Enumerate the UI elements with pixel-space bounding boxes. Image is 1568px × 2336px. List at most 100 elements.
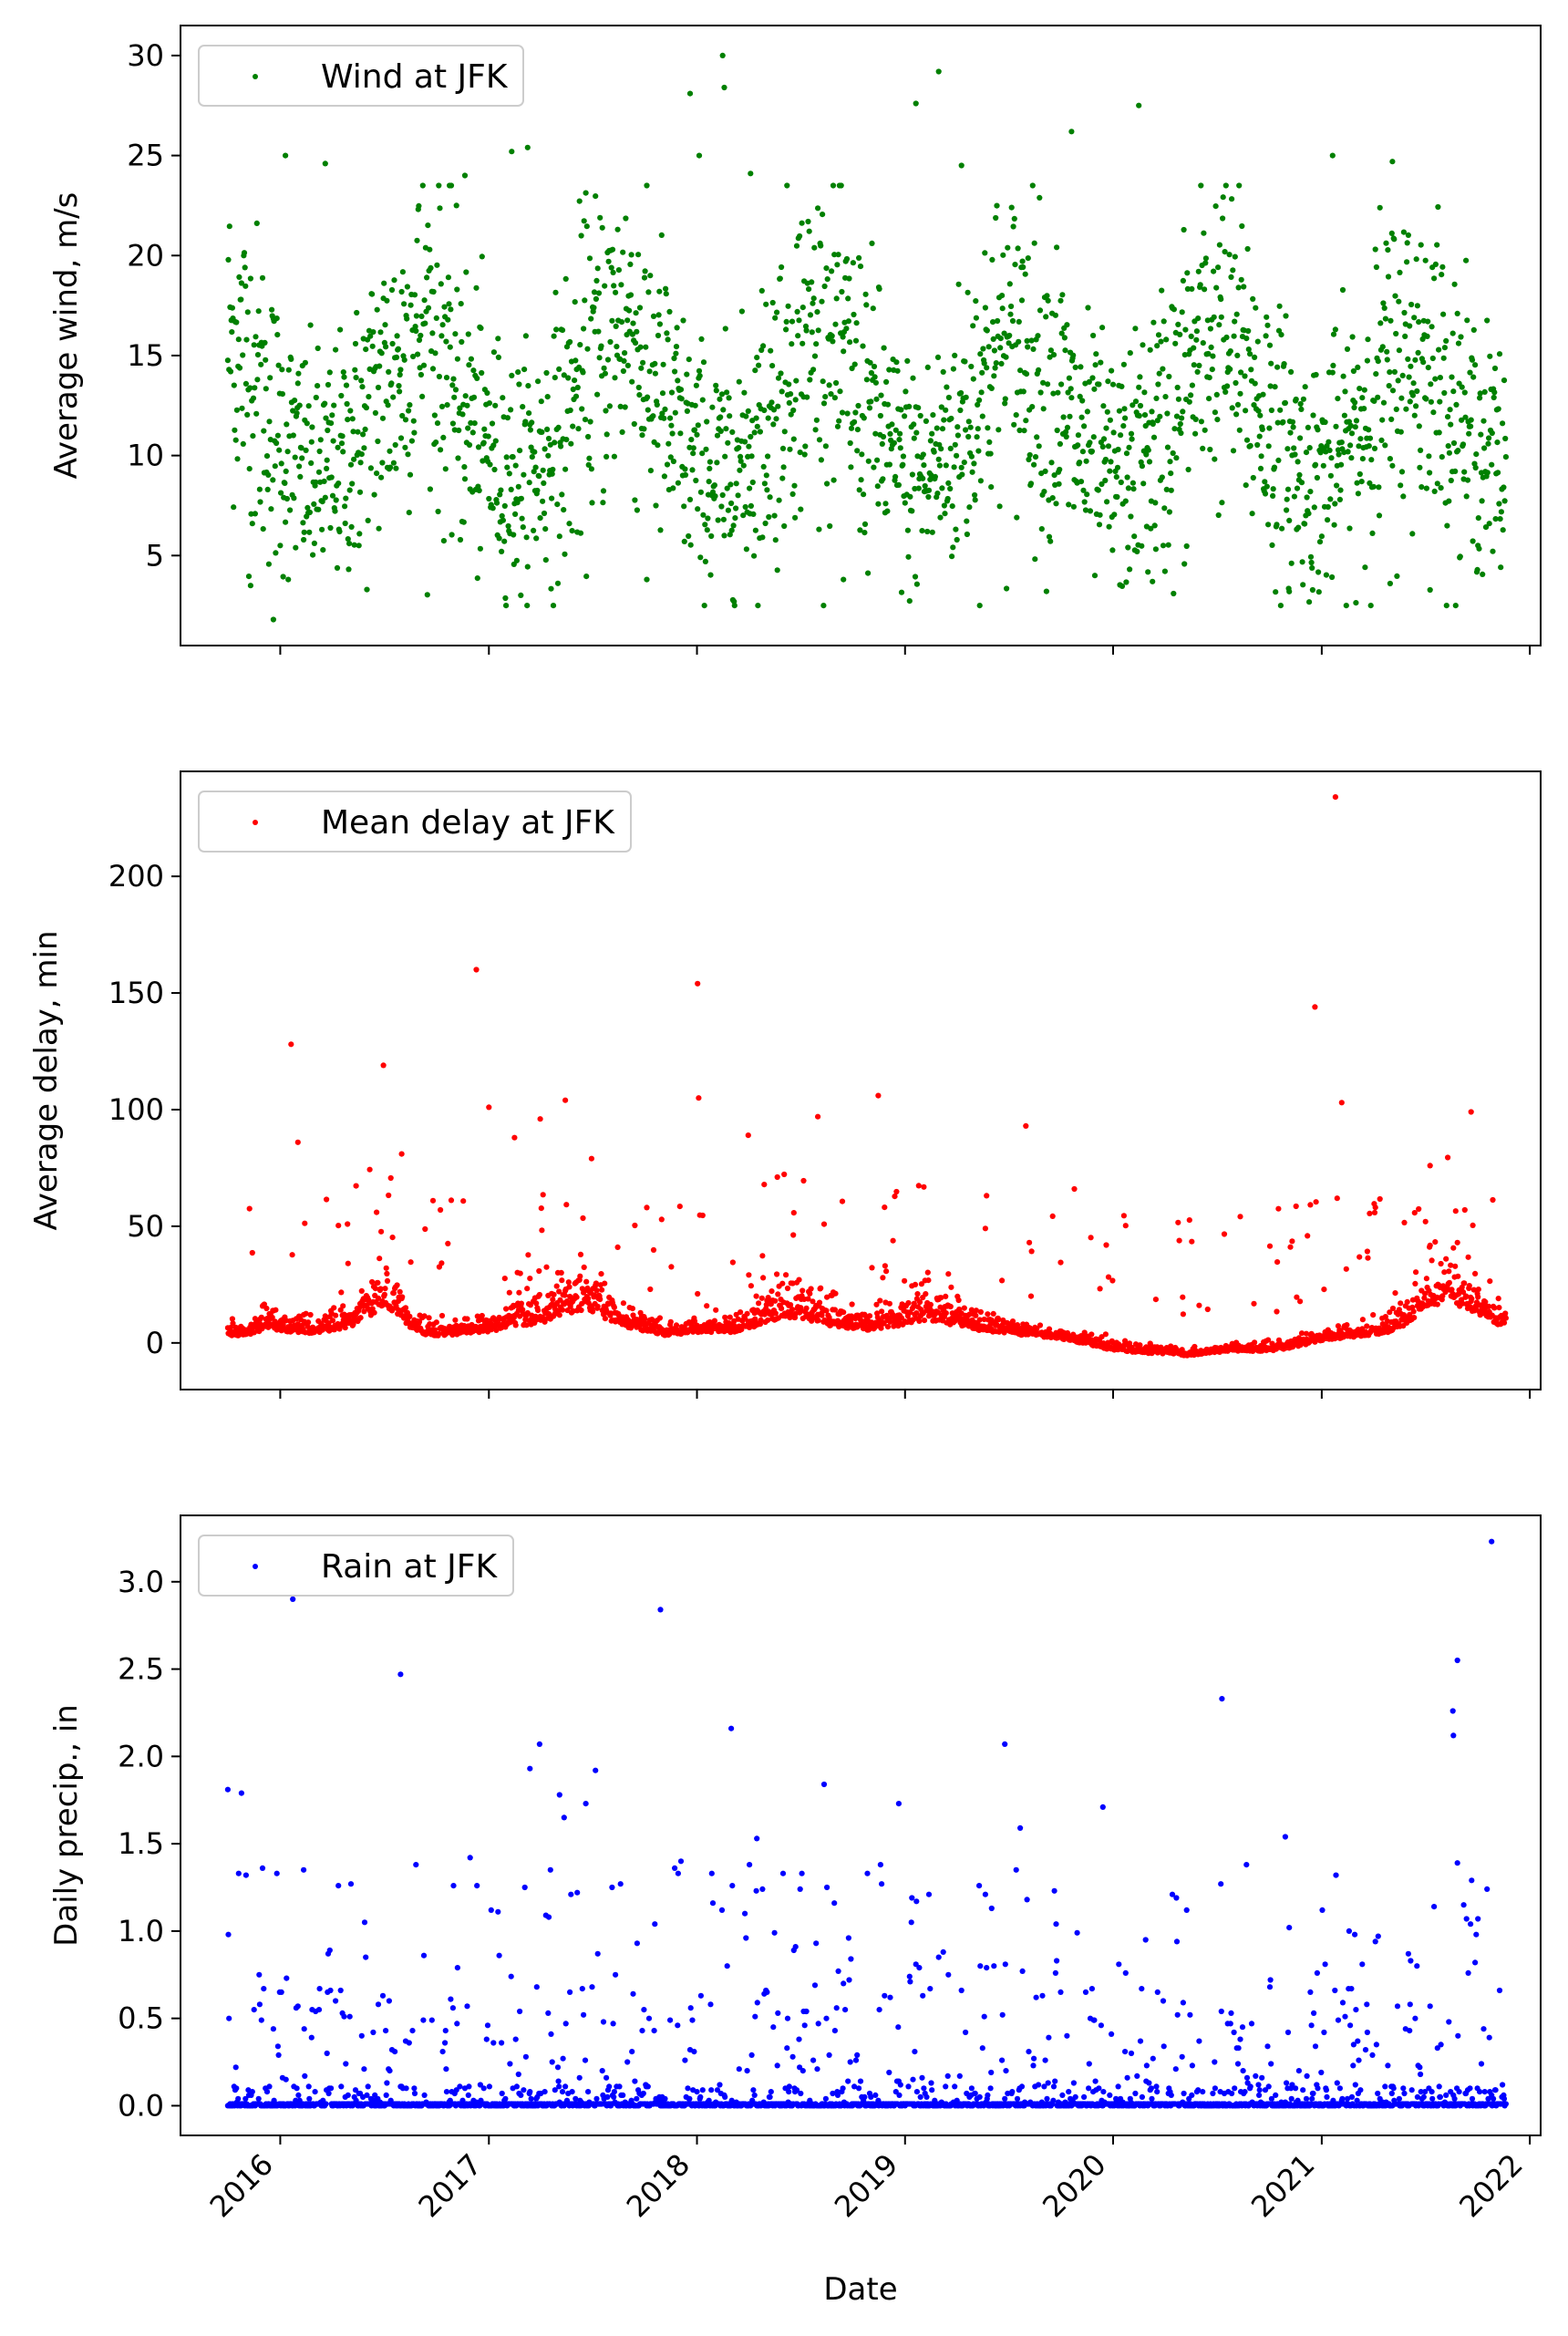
- wind-data-point: [969, 469, 975, 475]
- wind-data-point: [794, 308, 800, 315]
- wind-data-point: [674, 325, 680, 331]
- wind-data-point: [552, 289, 559, 295]
- wind-data-point: [581, 326, 587, 332]
- wind-data-point: [990, 319, 996, 326]
- wind-data-point: [247, 385, 253, 391]
- wind-data-point: [1006, 332, 1013, 339]
- wind-data-point: [1378, 437, 1385, 443]
- wind-data-point: [1494, 439, 1501, 446]
- wind-data-point: [369, 343, 376, 349]
- wind-data-point: [789, 491, 796, 498]
- wind-data-point: [279, 367, 285, 373]
- delay-data-point: [1312, 1004, 1318, 1010]
- wind-data-point: [1432, 376, 1439, 382]
- delay-data-point: [525, 1252, 531, 1258]
- wind-data-point: [998, 360, 1005, 367]
- wind-data-point: [1188, 333, 1194, 339]
- wind-data-point: [913, 581, 921, 587]
- wind-data-point: [990, 336, 996, 342]
- wind-data-point: [767, 494, 773, 501]
- wind-data-point: [913, 429, 920, 436]
- wind-data-point: [1026, 456, 1032, 463]
- wind-data-point: [719, 52, 726, 58]
- wind-data-point: [1432, 261, 1439, 267]
- wind-data-point: [895, 481, 903, 489]
- wind-data-point: [372, 409, 378, 416]
- wind-data-point: [951, 464, 957, 470]
- wind-data-point: [1352, 399, 1358, 406]
- wind-data-point: [1345, 449, 1351, 455]
- wind-data-point: [664, 330, 670, 336]
- delay-data-point: [1486, 1303, 1492, 1309]
- wind-data-point: [826, 382, 832, 388]
- wind-data-point: [601, 365, 607, 371]
- wind-data-point: [1320, 462, 1326, 469]
- delay-data-point: [599, 1287, 605, 1293]
- wind-data-point: [769, 299, 776, 306]
- wind-data-point: [1035, 333, 1041, 339]
- wind-data-point: [669, 430, 676, 437]
- wind-data-point: [225, 256, 232, 263]
- delay-data-point: [1472, 1270, 1479, 1277]
- wind-data-point: [1402, 333, 1408, 339]
- wind-data-point: [724, 485, 730, 491]
- wind-data-point: [1334, 482, 1340, 489]
- wind-data-point: [955, 281, 962, 287]
- delay-legend: Mean delay at JFK: [198, 791, 632, 853]
- delay-data-point: [591, 1292, 598, 1298]
- wind-data-point: [361, 445, 367, 451]
- wind-data-point: [831, 395, 839, 401]
- wind-data-point: [723, 426, 729, 432]
- delay-data-point: [758, 1295, 765, 1301]
- wind-data-point: [1016, 318, 1022, 325]
- wind-data-point: [1448, 477, 1454, 484]
- wind-data-point: [828, 391, 834, 398]
- wind-data-point: [939, 426, 946, 432]
- wind-data-point: [1243, 482, 1249, 489]
- delay-data-point: [1103, 1242, 1109, 1248]
- wind-data-point: [859, 451, 865, 458]
- wind-data-point: [1078, 414, 1085, 420]
- wind-data-point: [992, 365, 998, 371]
- wind-data-point: [1373, 371, 1379, 377]
- delay-data-point: [990, 1310, 996, 1317]
- wind-data-point: [1355, 491, 1361, 497]
- delay-data-point: [647, 1286, 654, 1293]
- wind-data-point: [816, 437, 823, 443]
- wind-data-point: [832, 321, 839, 327]
- wind-data-point: [236, 274, 242, 280]
- wind-data-point: [518, 592, 524, 599]
- wind-data-point: [343, 382, 350, 388]
- wind-data-point: [1124, 474, 1130, 481]
- wind-data-point: [780, 464, 787, 470]
- wind-data-point: [298, 445, 304, 451]
- wind-data-point: [1398, 469, 1406, 475]
- wind-data-point: [586, 455, 593, 461]
- wind-data-point: [269, 306, 275, 313]
- wind-data-point: [1440, 355, 1447, 361]
- wind-data-point: [1078, 479, 1085, 485]
- delay-data-point: [880, 1275, 886, 1281]
- rain-data-point: [251, 2007, 257, 2013]
- wind-data-point: [775, 375, 782, 381]
- wind-data-point: [583, 574, 590, 580]
- wind-data-point: [810, 295, 817, 302]
- delay-data-point: [1120, 1213, 1127, 1219]
- wind-data-point: [244, 309, 251, 315]
- wind-data-point: [510, 454, 516, 460]
- wind-data-point: [1286, 517, 1293, 524]
- wind-data-point: [1337, 487, 1344, 493]
- rain-data-point: [325, 2090, 332, 2097]
- wind-data-point: [1329, 152, 1336, 159]
- wind-data-point: [1125, 485, 1131, 491]
- delay-x-ticks: [279, 1390, 1532, 1399]
- wind-data-point: [995, 427, 1002, 433]
- wind-data-point: [385, 402, 391, 408]
- wind-data-point: [1269, 542, 1275, 549]
- wind-data-point: [748, 433, 754, 440]
- delay-data-point: [398, 1151, 405, 1157]
- rain-data-point: [411, 2090, 418, 2097]
- wind-data-point: [478, 325, 484, 331]
- delay-data-point: [1088, 1235, 1094, 1241]
- wind-data-point: [1388, 416, 1395, 422]
